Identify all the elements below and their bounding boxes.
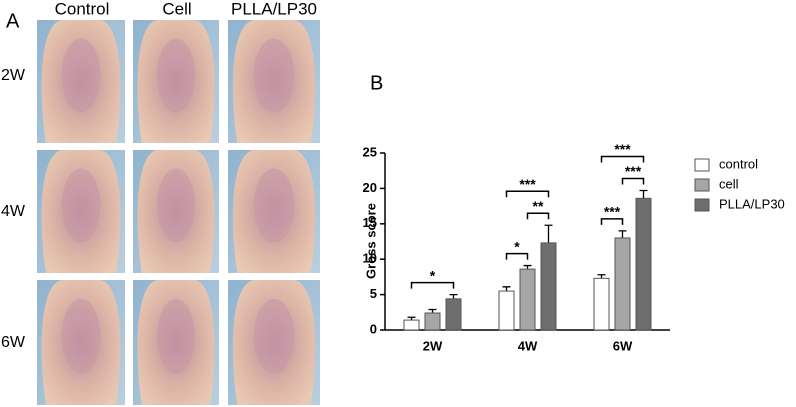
significance-label: ** — [533, 198, 544, 214]
significance-bracket — [505, 190, 550, 198]
bar — [403, 319, 420, 331]
specimen-detail — [157, 168, 195, 243]
significance-label: *** — [604, 204, 621, 220]
panel-label: A — [6, 10, 20, 32]
significance-label: *** — [614, 141, 631, 157]
bar — [498, 290, 515, 331]
significance-bracket — [410, 281, 455, 289]
x-tick-label: 2W — [423, 338, 443, 353]
row-label: 6W — [1, 334, 26, 351]
column-label: Control — [55, 0, 110, 18]
y-tick-label: 20 — [363, 180, 377, 195]
legend-label: control — [719, 156, 758, 171]
x-tick-label: 6W — [613, 338, 633, 353]
photo-grid — [37, 20, 320, 405]
legend-swatch — [694, 178, 710, 192]
significance-bracket — [600, 218, 624, 225]
error-bar — [544, 224, 553, 243]
error-bar — [449, 293, 458, 299]
error-bar — [523, 264, 532, 270]
significance-label: *** — [519, 176, 536, 192]
specimen-detail — [61, 38, 101, 113]
specimen-detail — [253, 298, 295, 374]
y-tick-label: 25 — [363, 144, 377, 159]
error-bar — [618, 230, 627, 238]
specimen-detail — [61, 168, 101, 243]
panel-label: B — [370, 72, 383, 94]
significance-bracket — [505, 252, 529, 260]
row-label: 4W — [1, 203, 26, 220]
significance-bracket — [621, 177, 645, 185]
legend-swatch — [694, 158, 710, 172]
y-tick-label: 0 — [370, 321, 377, 336]
column-label: PLLA/LP30 — [231, 0, 317, 18]
bar — [614, 237, 631, 331]
specimen-detail — [253, 168, 295, 243]
significance-bracket — [600, 155, 645, 163]
y-tick-label: 10 — [363, 251, 377, 266]
significance-bracket — [526, 212, 550, 220]
error-bar — [428, 308, 437, 314]
legend-swatch — [694, 198, 710, 212]
significance-label: *** — [625, 163, 642, 179]
bar — [593, 277, 610, 331]
error-bar — [502, 286, 511, 292]
bar — [540, 242, 557, 331]
row-label: 2W — [1, 67, 26, 84]
specimen-detail — [253, 38, 295, 113]
bar — [519, 268, 536, 331]
x-tick-label: 4W — [518, 338, 538, 353]
specimen-detail — [61, 298, 101, 374]
error-bar — [639, 189, 648, 199]
legend-label: cell — [719, 176, 739, 191]
bar — [445, 298, 462, 331]
y-tick-label: 5 — [370, 286, 377, 301]
significance-label: * — [514, 238, 520, 254]
y-axis-title: Gross score — [363, 203, 378, 279]
error-bar — [597, 274, 606, 279]
column-label: Cell — [162, 0, 191, 18]
legend-label: PLLA/LP30 — [719, 196, 785, 211]
bar — [424, 312, 441, 331]
bar — [635, 197, 652, 331]
y-tick-label: 15 — [363, 215, 377, 230]
specimen-detail — [157, 38, 195, 113]
significance-label: * — [430, 267, 436, 283]
specimen-detail — [157, 298, 195, 374]
